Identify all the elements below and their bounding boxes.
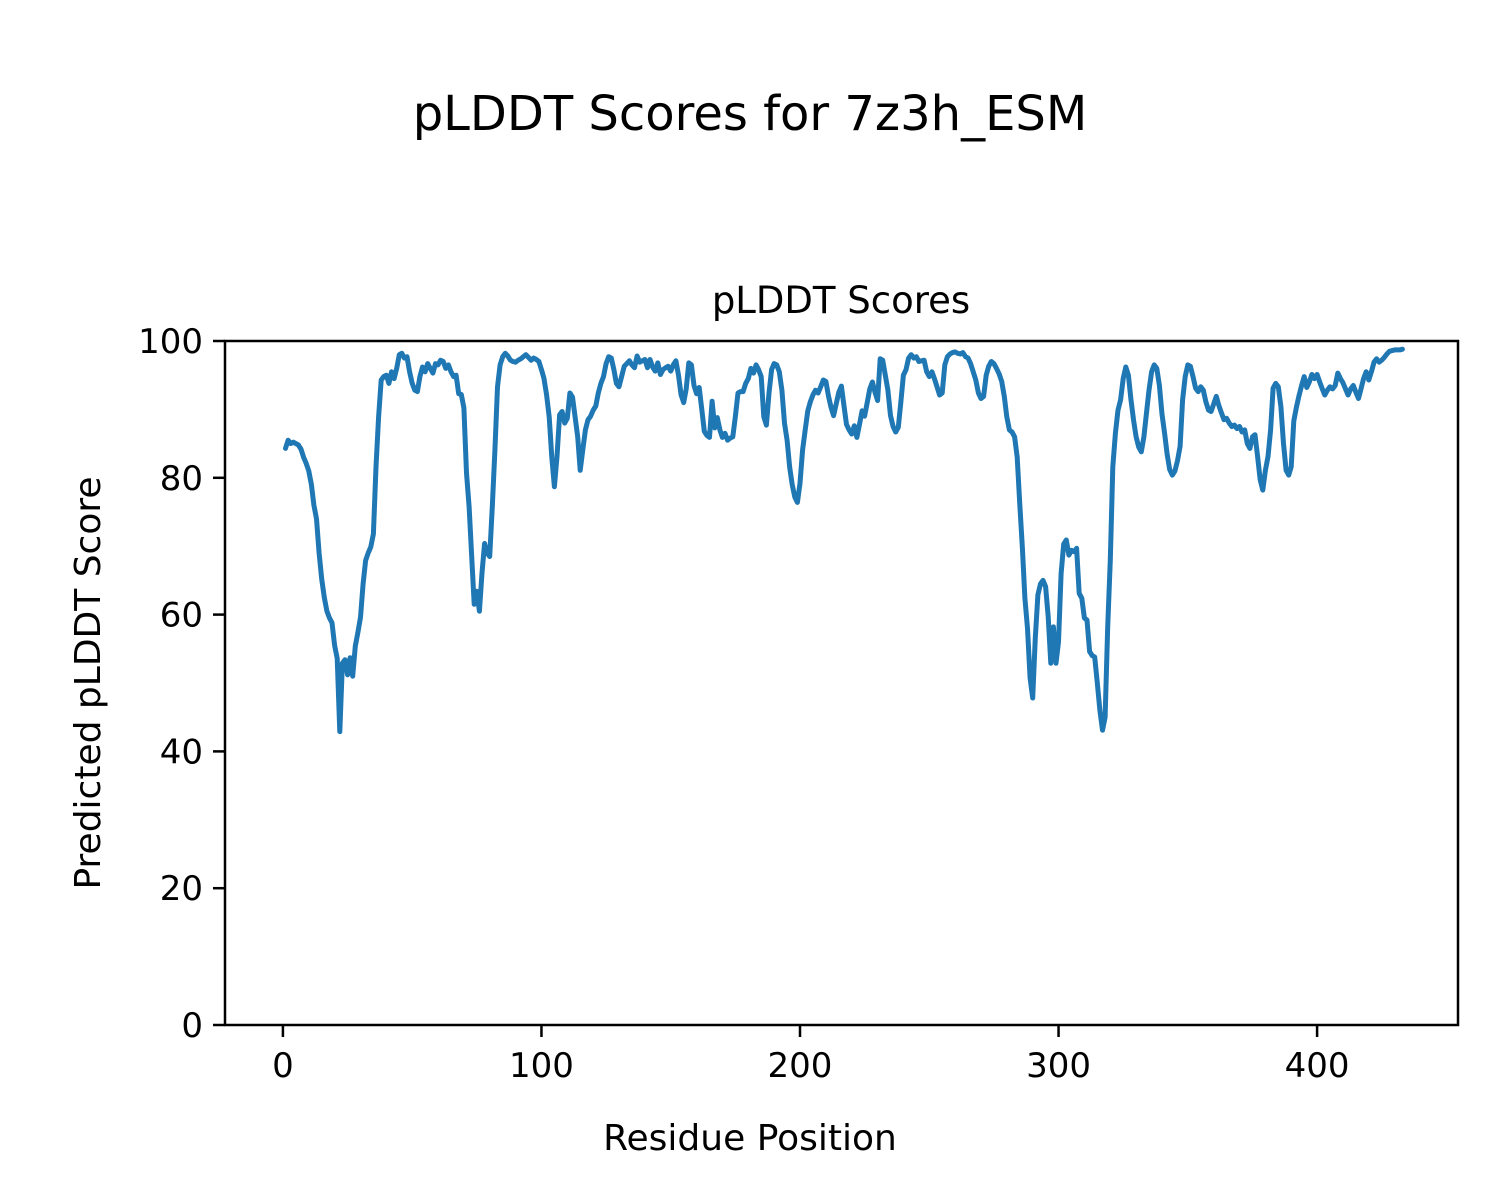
x-axis-ticks: 0 100 200 300 400 bbox=[272, 1025, 1350, 1086]
figure-title: pLDDT Scores for 7z3h_ESM bbox=[412, 86, 1088, 142]
y-tick-label: 0 bbox=[181, 1006, 203, 1046]
y-tick-label: 20 bbox=[160, 869, 203, 909]
x-tick-label: 400 bbox=[1285, 1046, 1350, 1086]
plddt-line-series bbox=[283, 346, 1405, 735]
y-axis-label: Predicted pLDDT Score bbox=[68, 476, 109, 889]
y-axis-ticks: 0 20 40 60 80 100 bbox=[138, 322, 225, 1046]
axes-title: pLDDT Scores bbox=[712, 279, 970, 322]
y-tick-label: 80 bbox=[160, 459, 203, 499]
x-tick-label: 100 bbox=[509, 1046, 574, 1086]
y-tick-label: 40 bbox=[160, 732, 203, 772]
y-tick-label: 100 bbox=[138, 322, 203, 362]
y-tick-label: 60 bbox=[160, 596, 203, 636]
x-tick-label: 300 bbox=[1026, 1046, 1091, 1086]
axes-frame bbox=[223, 339, 1460, 1027]
axes-spines bbox=[223, 339, 1460, 1027]
plddt-line bbox=[283, 346, 1405, 735]
x-tick-label: 200 bbox=[768, 1046, 833, 1086]
x-tick-label: 0 bbox=[272, 1046, 294, 1086]
x-axis-label: Residue Position bbox=[603, 1118, 897, 1159]
